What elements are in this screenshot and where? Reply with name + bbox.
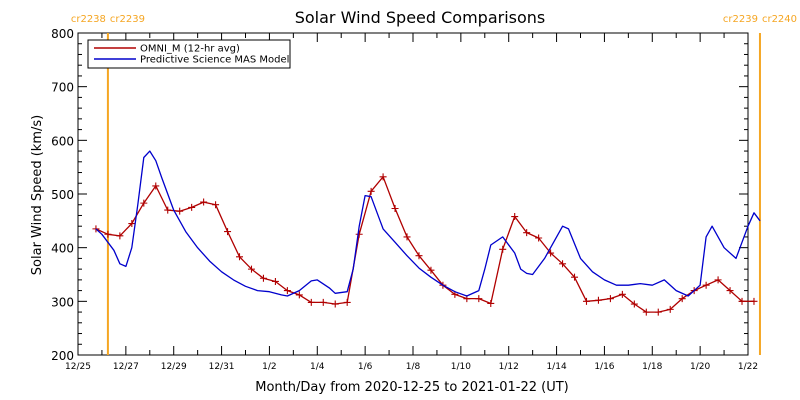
y-tick-label: 600: [51, 134, 74, 148]
omni-data-point: [247, 265, 255, 273]
omni-data-point: [571, 273, 579, 281]
y-axis: 200 300 400 500 600 700 800: [51, 27, 748, 363]
omni-data-point: [618, 290, 626, 298]
x-tick-label: 1/2: [262, 362, 276, 372]
omni-data-point: [152, 182, 160, 190]
omni-data-point: [427, 266, 435, 274]
omni-data-point: [726, 287, 734, 295]
x-tick-label: 12/27: [113, 362, 139, 372]
omni-data-point: [511, 213, 519, 221]
omni-data-point: [343, 298, 351, 306]
carrington-label-before: cr2239: [723, 14, 758, 25]
x-tick-label: 12/31: [209, 362, 235, 372]
omni-data-point: [200, 198, 208, 206]
omni-data-point: [738, 297, 746, 305]
carrington-label-after: cr2239: [110, 14, 145, 25]
omni-data-point: [559, 260, 567, 268]
omni-data-point: [702, 281, 710, 289]
omni-data-point: [379, 173, 387, 181]
omni-data-point: [259, 274, 267, 282]
x-tick-label: 1/16: [594, 362, 614, 372]
omni-data-point: [642, 308, 650, 316]
legend: OMNI_M (12-hr avg)Predictive Science MAS…: [87, 39, 291, 69]
omni-data-point: [523, 229, 531, 237]
omni-data-point: [164, 206, 172, 214]
carrington-label-before: cr2238: [71, 14, 106, 25]
omni-data-point: [236, 253, 244, 261]
omni-data-point: [391, 204, 399, 212]
legend-box: [87, 39, 291, 69]
x-tick-label: 1/12: [499, 362, 519, 372]
omni-data-point: [140, 199, 148, 207]
omni-data-point: [654, 308, 662, 316]
x-tick-label: 1/10: [451, 362, 471, 372]
omni-data-point: [678, 295, 686, 303]
omni-data-point: [116, 232, 124, 240]
y-tick-label: 700: [51, 81, 74, 95]
omni-data-point: [355, 230, 363, 238]
omni-data-point: [271, 277, 279, 285]
x-axis: 12/25 12/27 12/29 12/31 1/2 1/4 1/6 1/8 1/10 1/12…: [65, 33, 758, 372]
x-axis-label: Month/Day from 2020-12-25 to 2021-01-22 …: [255, 380, 568, 395]
y-axis-label: Solar Wind Speed (km/s): [30, 115, 45, 275]
omni-data-point: [487, 299, 495, 307]
omni-data-point: [283, 287, 291, 295]
x-tick-label: 12/25: [65, 362, 91, 372]
omni-data-point: [212, 201, 220, 209]
omni-data-point: [224, 228, 232, 236]
omni-data-point: [535, 234, 543, 242]
omni-data-point: [594, 296, 602, 304]
omni-data-point: [750, 297, 758, 305]
y-tick-label: 500: [51, 188, 74, 202]
y-tick-label: 300: [51, 295, 74, 309]
legend-entry: Predictive Science MAS Model: [140, 55, 289, 66]
carrington-label-after: cr2240: [762, 14, 797, 25]
omni-data-point: [499, 245, 507, 253]
omni-data-point: [666, 305, 674, 313]
omni-data-point: [295, 291, 303, 299]
x-tick-label: 1/20: [690, 362, 710, 372]
chart-title: Solar Wind Speed Comparisons: [295, 8, 546, 27]
x-tick-label: 1/14: [546, 362, 566, 372]
y-tick-label: 400: [51, 242, 74, 256]
omni-data-point: [104, 230, 112, 238]
omni-data-point: [415, 252, 423, 260]
x-tick-label: 1/8: [406, 362, 421, 372]
omni-data-point: [307, 298, 315, 306]
x-tick-label: 1/18: [642, 362, 662, 372]
omni-data-point: [475, 295, 483, 303]
y-tick-label: 800: [51, 27, 74, 41]
series-layer: [92, 150, 761, 316]
omni-data-point: [176, 207, 184, 215]
omni-data-point: [714, 276, 722, 284]
x-tick-label: 1/6: [358, 362, 373, 372]
x-tick-label: 1/22: [738, 362, 758, 372]
mas-model-series-line: [95, 150, 761, 297]
omni-data-point: [630, 300, 638, 308]
y-tick-label: 200: [51, 349, 74, 363]
x-tick-label: 1/4: [310, 362, 325, 372]
omni-data-point: [403, 233, 411, 241]
omni-data-point: [128, 220, 136, 228]
x-tick-label: 12/29: [161, 362, 187, 372]
omni-data-point: [319, 298, 327, 306]
carrington-markers: cr2238 cr2239 cr2239 cr2240: [71, 14, 797, 355]
omni-data-point: [606, 295, 614, 303]
plot-frame: [77, 32, 749, 356]
legend-entry: OMNI_M (12-hr avg): [140, 44, 240, 55]
omni-data-point: [331, 300, 339, 308]
omni-data-point: [582, 297, 590, 305]
omni-data-point: [188, 203, 196, 211]
omni-data-point: [367, 187, 375, 195]
